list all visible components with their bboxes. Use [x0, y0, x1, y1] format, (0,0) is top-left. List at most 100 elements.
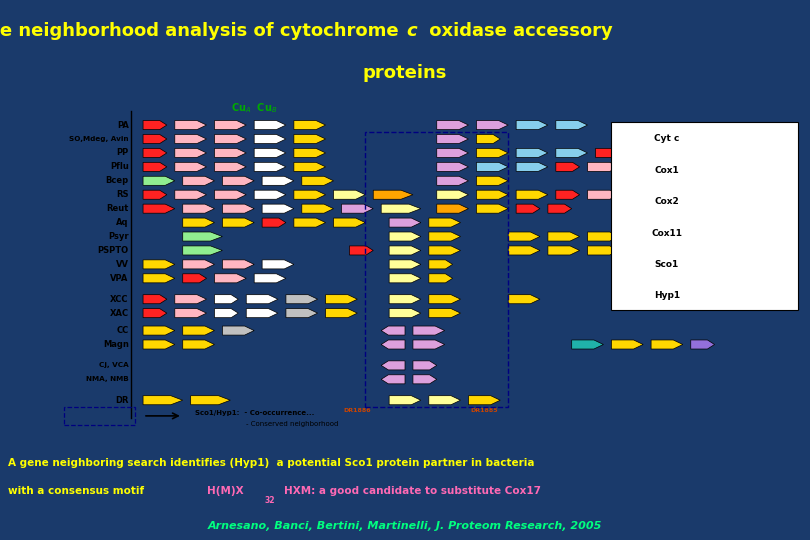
Text: with a consensus motif: with a consensus motif — [8, 486, 148, 496]
Text: DR: DR — [115, 396, 129, 404]
Polygon shape — [516, 120, 548, 130]
Polygon shape — [326, 295, 357, 303]
Polygon shape — [215, 134, 246, 144]
Polygon shape — [587, 163, 620, 171]
Polygon shape — [143, 340, 175, 349]
Polygon shape — [286, 295, 318, 303]
Text: RS: RS — [117, 190, 129, 199]
Polygon shape — [616, 160, 718, 181]
Polygon shape — [143, 295, 167, 303]
Polygon shape — [254, 120, 286, 130]
Polygon shape — [143, 134, 167, 144]
Polygon shape — [516, 163, 548, 171]
Polygon shape — [413, 340, 445, 349]
Polygon shape — [294, 218, 326, 227]
Polygon shape — [508, 246, 540, 255]
Text: HXM: a good candidate to substitute Cox17: HXM: a good candidate to substitute Cox1… — [284, 486, 540, 496]
Polygon shape — [428, 309, 461, 318]
Polygon shape — [437, 204, 468, 213]
Polygon shape — [389, 260, 421, 269]
Polygon shape — [616, 222, 718, 244]
Polygon shape — [183, 260, 215, 269]
Polygon shape — [223, 260, 254, 269]
Polygon shape — [428, 218, 461, 227]
Polygon shape — [262, 218, 286, 227]
Text: Reut: Reut — [106, 204, 129, 213]
Text: Cox11: Cox11 — [651, 228, 683, 238]
Polygon shape — [183, 232, 223, 241]
Polygon shape — [516, 148, 548, 158]
Polygon shape — [334, 218, 365, 227]
Polygon shape — [667, 148, 699, 158]
Polygon shape — [175, 295, 207, 303]
Polygon shape — [548, 232, 580, 241]
Text: SO,Mdeg, Avin: SO,Mdeg, Avin — [69, 136, 129, 142]
Polygon shape — [382, 340, 405, 349]
Polygon shape — [223, 218, 254, 227]
Polygon shape — [587, 232, 620, 241]
Polygon shape — [476, 134, 501, 144]
Polygon shape — [175, 190, 207, 199]
Polygon shape — [437, 120, 468, 130]
Polygon shape — [691, 340, 714, 349]
Polygon shape — [428, 295, 461, 303]
Polygon shape — [389, 246, 421, 255]
Polygon shape — [389, 396, 421, 405]
Polygon shape — [437, 190, 468, 199]
Polygon shape — [143, 204, 175, 213]
Text: Psyr: Psyr — [108, 232, 129, 241]
Polygon shape — [286, 309, 318, 318]
Text: CC: CC — [117, 326, 129, 335]
Text: Gene neighborhood analysis of cytochrome: Gene neighborhood analysis of cytochrome — [0, 22, 405, 40]
Polygon shape — [246, 295, 278, 303]
Polygon shape — [215, 309, 238, 318]
Text: DR1885: DR1885 — [471, 408, 498, 413]
Text: Aq: Aq — [117, 218, 129, 227]
Polygon shape — [746, 148, 770, 158]
Text: DR1886: DR1886 — [343, 408, 371, 413]
Polygon shape — [437, 134, 468, 144]
Polygon shape — [389, 295, 421, 303]
Polygon shape — [254, 274, 286, 283]
Polygon shape — [556, 163, 580, 171]
Text: A gene neighboring search identifies (Hyp1)  a potential Sco1 protein partner in: A gene neighboring search identifies (Hy… — [8, 457, 535, 468]
Polygon shape — [183, 340, 215, 349]
Polygon shape — [215, 295, 238, 303]
Polygon shape — [428, 232, 461, 241]
Text: NMA, NMB: NMA, NMB — [86, 376, 129, 382]
Polygon shape — [468, 396, 501, 405]
Polygon shape — [413, 326, 445, 335]
Polygon shape — [349, 246, 373, 255]
Polygon shape — [143, 148, 167, 158]
Polygon shape — [508, 232, 540, 241]
Polygon shape — [428, 274, 453, 283]
Polygon shape — [627, 190, 651, 199]
Polygon shape — [175, 148, 207, 158]
Polygon shape — [294, 134, 326, 144]
Polygon shape — [382, 375, 405, 384]
Polygon shape — [556, 148, 587, 158]
Polygon shape — [183, 246, 223, 255]
Polygon shape — [143, 309, 167, 318]
Text: Cox1: Cox1 — [654, 166, 680, 175]
Polygon shape — [215, 274, 246, 283]
Polygon shape — [175, 134, 207, 144]
Polygon shape — [476, 163, 508, 171]
Polygon shape — [428, 396, 461, 405]
Text: Cyt c: Cyt c — [654, 134, 680, 144]
Polygon shape — [143, 274, 175, 283]
Polygon shape — [143, 396, 183, 405]
Text: XCC: XCC — [110, 295, 129, 303]
Polygon shape — [223, 326, 254, 335]
Text: Cj, VCA: Cj, VCA — [99, 362, 129, 368]
Polygon shape — [143, 176, 175, 185]
Text: - Conserved neighborhood: - Conserved neighborhood — [246, 421, 339, 427]
Polygon shape — [143, 326, 175, 335]
Polygon shape — [476, 176, 508, 185]
Polygon shape — [516, 190, 548, 199]
Polygon shape — [382, 361, 405, 370]
Polygon shape — [587, 190, 620, 199]
Text: Cox2: Cox2 — [654, 197, 680, 206]
Polygon shape — [294, 148, 326, 158]
Text: c: c — [407, 22, 417, 40]
